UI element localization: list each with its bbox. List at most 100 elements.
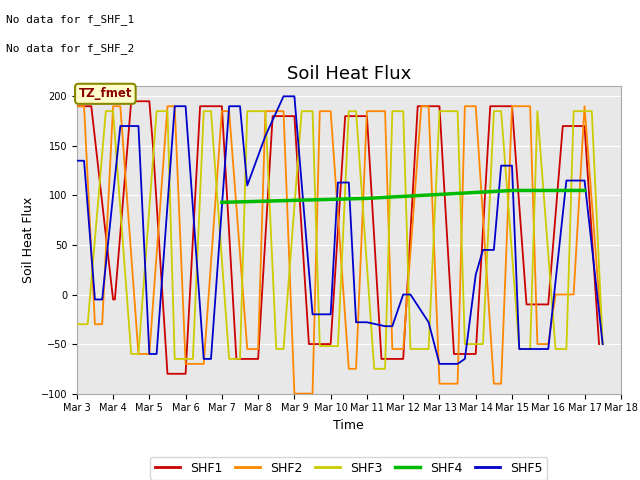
SHF3 — [109, 108, 117, 114]
SHF5 — [472, 272, 479, 277]
SHF3 — [497, 108, 505, 114]
SHF1 — [269, 113, 276, 119]
SHF5 — [461, 356, 468, 362]
SHF4 — [508, 188, 516, 193]
SHF1 — [545, 301, 552, 307]
SHF3 — [73, 321, 81, 327]
SHF3 — [200, 108, 207, 114]
SHF5 — [497, 163, 505, 168]
SHF2 — [454, 381, 461, 386]
SHF1 — [149, 143, 157, 149]
SHF5 — [563, 178, 570, 183]
SHF1 — [254, 356, 262, 362]
Line: SHF3: SHF3 — [77, 111, 603, 369]
SHF5 — [425, 319, 433, 325]
SHF2 — [399, 346, 407, 352]
SHF1 — [73, 103, 81, 109]
X-axis label: Time: Time — [333, 419, 364, 432]
SHF1 — [127, 98, 135, 104]
SHF5 — [399, 292, 407, 298]
SHF1 — [559, 123, 566, 129]
SHF3 — [236, 356, 244, 362]
SHF5 — [515, 346, 523, 352]
SHF5 — [200, 356, 207, 362]
SHF2 — [526, 103, 534, 109]
SHF3 — [388, 108, 396, 114]
SHF3 — [127, 351, 135, 357]
SHF5 — [436, 361, 444, 367]
SHF5 — [116, 123, 124, 129]
SHF3 — [436, 108, 444, 114]
SHF5 — [308, 312, 316, 317]
SHF5 — [352, 319, 360, 325]
SHF2 — [145, 351, 153, 357]
SHF2 — [388, 346, 396, 352]
Line: SHF5: SHF5 — [77, 96, 603, 364]
SHF2 — [417, 103, 425, 109]
SHF2 — [552, 292, 559, 298]
Y-axis label: Soil Heat Flux: Soil Heat Flux — [22, 197, 35, 283]
SHF2 — [164, 103, 172, 109]
Line: SHF4: SHF4 — [222, 191, 584, 203]
SHF2 — [580, 103, 588, 109]
SHF2 — [308, 391, 316, 396]
SHF2 — [80, 103, 88, 109]
SHF3 — [153, 108, 161, 114]
SHF2 — [134, 351, 142, 357]
SHF5 — [280, 94, 287, 99]
SHF2 — [472, 103, 479, 109]
SHF1 — [164, 371, 172, 377]
SHF3 — [479, 341, 487, 347]
SHF3 — [84, 321, 92, 327]
SHF2 — [436, 381, 444, 386]
SHF3 — [134, 351, 142, 357]
SHF1 — [305, 341, 313, 347]
SHF1 — [450, 351, 458, 357]
SHF2 — [280, 108, 287, 114]
SHF3 — [461, 341, 468, 347]
SHF1 — [508, 103, 516, 109]
SHF3 — [371, 366, 378, 372]
SHF3 — [262, 108, 269, 114]
SHF2 — [461, 103, 468, 109]
SHF5 — [225, 103, 233, 109]
SHF2 — [182, 361, 189, 367]
SHF5 — [599, 341, 607, 347]
SHF2 — [490, 381, 498, 386]
SHF1 — [414, 103, 422, 109]
SHF2 — [225, 108, 233, 114]
SHF1 — [378, 356, 385, 362]
SHF1 — [182, 371, 189, 377]
SHF5 — [406, 292, 414, 298]
SHF1 — [291, 113, 298, 119]
SHF5 — [243, 182, 251, 188]
SHF5 — [134, 123, 142, 129]
SHF5 — [363, 319, 371, 325]
SHF5 — [545, 346, 552, 352]
SHF5 — [388, 324, 396, 329]
SHF2 — [262, 108, 269, 114]
Line: SHF1: SHF1 — [77, 101, 599, 374]
SHF3 — [189, 356, 196, 362]
SHF5 — [454, 361, 461, 367]
SHF1 — [595, 341, 603, 347]
SHF3 — [298, 108, 305, 114]
SHF1 — [523, 301, 531, 307]
SHF1 — [145, 98, 153, 104]
SHF3 — [534, 108, 541, 114]
SHF2 — [218, 108, 226, 114]
SHF3 — [334, 343, 342, 349]
SHF1 — [327, 341, 335, 347]
SHF5 — [381, 324, 389, 329]
SHF3 — [280, 346, 287, 352]
SHF5 — [99, 297, 106, 302]
SHF2 — [345, 366, 353, 372]
SHF1 — [363, 113, 371, 119]
SHF4 — [363, 195, 371, 201]
Line: SHF2: SHF2 — [77, 106, 603, 394]
SHF3 — [454, 108, 461, 114]
SHF3 — [406, 346, 414, 352]
SHF4 — [218, 200, 226, 205]
SHF1 — [232, 356, 240, 362]
SHF2 — [545, 341, 552, 347]
